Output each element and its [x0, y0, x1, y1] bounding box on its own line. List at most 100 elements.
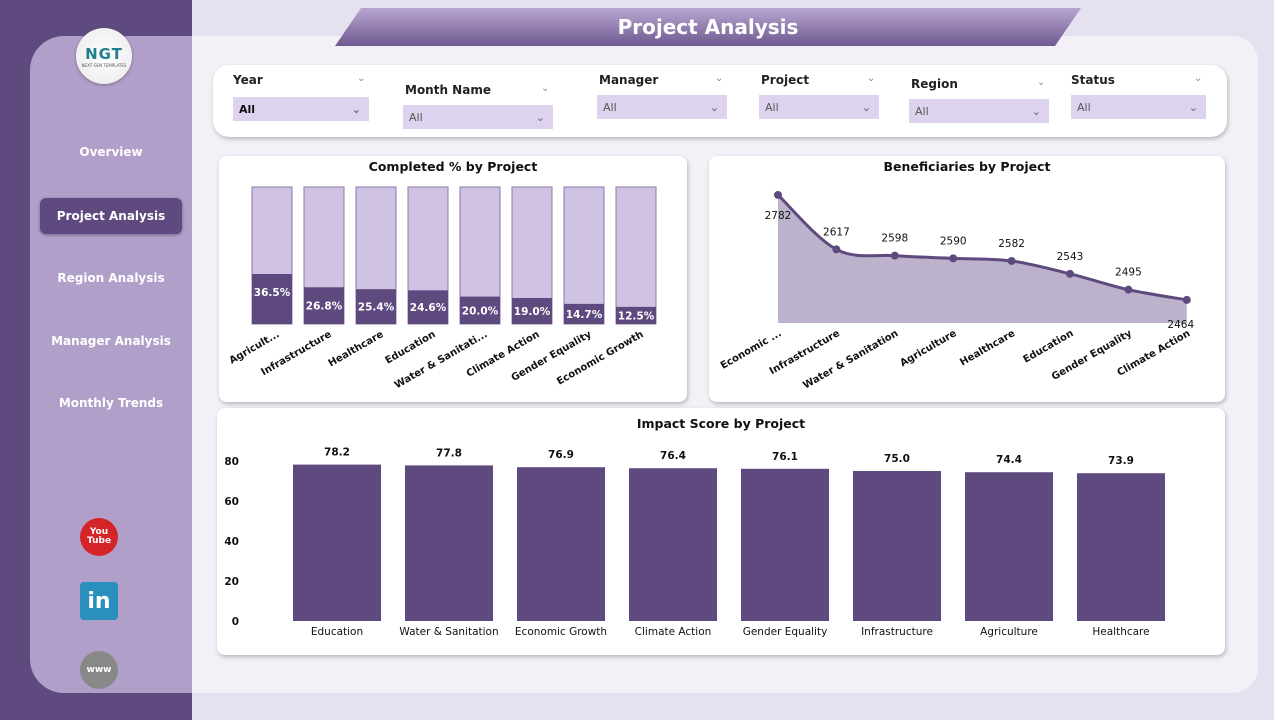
- x-tick-label: Infrastructure: [861, 626, 933, 638]
- x-tick-label: Economic Growth: [515, 626, 607, 638]
- bar[interactable]: [408, 290, 448, 324]
- data-label: 25.4%: [358, 302, 395, 314]
- logo-text: NGT: [85, 44, 123, 63]
- bar[interactable]: [460, 296, 500, 324]
- filter-dropdown-region[interactable]: All ⌄: [909, 99, 1049, 123]
- sidebar-item-manager-analysis[interactable]: Manager Analysis: [51, 334, 171, 348]
- filter-dropdown-status[interactable]: All ⌄: [1071, 95, 1206, 119]
- filter-value: All: [765, 100, 779, 114]
- bar-remainder[interactable]: [563, 186, 605, 325]
- filter-dropdown-month-name[interactable]: All ⌄: [403, 105, 553, 129]
- bar[interactable]: [293, 464, 381, 621]
- sidebar-item-project-analysis[interactable]: Project Analysis: [40, 198, 182, 234]
- bar[interactable]: [616, 306, 656, 324]
- sidebar-item-overview[interactable]: Overview: [79, 145, 143, 159]
- data-label: 2598: [881, 233, 908, 245]
- www-text: www: [86, 665, 112, 675]
- y-tick-label: 0: [232, 616, 239, 628]
- y-tick-label: 40: [224, 536, 239, 548]
- chevron-down-icon[interactable]: ⌄: [541, 83, 550, 94]
- data-label: 77.8: [436, 447, 462, 459]
- bar[interactable]: [517, 467, 605, 621]
- chevron-down-icon: ⌄: [861, 100, 871, 114]
- data-point[interactable]: [890, 251, 899, 260]
- x-tick-label: Education: [311, 626, 363, 638]
- chevron-down-icon[interactable]: ⌄: [1037, 77, 1046, 88]
- youtube-icon[interactable]: You Tube: [80, 518, 118, 556]
- data-label: 78.2: [324, 447, 350, 459]
- page-title-text: Project Analysis: [617, 15, 799, 39]
- x-tick-label: Education: [1022, 328, 1076, 366]
- y-tick-label: 80: [224, 456, 239, 468]
- data-label: 2495: [1115, 267, 1142, 279]
- filter-bar: Year ⌄ All ⌄ Month Name ⌄ All ⌄ Manager ⌄ Al…: [213, 65, 1227, 137]
- data-point[interactable]: [1066, 269, 1074, 278]
- chevron-down-icon[interactable]: ⌄: [357, 73, 366, 84]
- chevron-down-icon: ⌄: [535, 110, 545, 124]
- chart-title: Completed % by Project: [368, 159, 538, 174]
- filter-value: All: [915, 104, 929, 118]
- chevron-down-icon[interactable]: ⌄: [715, 73, 724, 84]
- x-tick-label: Economic Growth: [555, 329, 645, 388]
- filter-label-status: Status: [1071, 73, 1115, 87]
- data-point[interactable]: [1124, 285, 1133, 294]
- data-point[interactable]: [949, 254, 958, 263]
- bar[interactable]: [853, 471, 941, 621]
- impact-chart: 0 20 40 60 80 78.2 Education 77.8 Water & Sanita…: [224, 447, 1165, 638]
- x-tick-label: Gender Equality: [743, 626, 828, 638]
- filter-label-manager: Manager: [599, 73, 659, 87]
- filter-label-year: Year: [233, 73, 263, 87]
- data-label: 2582: [998, 238, 1025, 250]
- filter-dropdown-year[interactable]: All ⌄: [233, 97, 369, 121]
- chevron-down-icon[interactable]: ⌄: [1194, 73, 1203, 84]
- bar[interactable]: [741, 468, 829, 621]
- filter-value: All: [1077, 100, 1091, 114]
- x-tick-label: Water & Sanitation: [801, 328, 900, 391]
- x-tick-label: Healthcare: [327, 329, 386, 369]
- data-point[interactable]: [1182, 295, 1191, 304]
- data-label: 24.6%: [410, 302, 447, 314]
- globe-www-icon[interactable]: www: [80, 651, 118, 689]
- data-label: 2617: [823, 226, 850, 238]
- data-label: 19.0%: [514, 306, 551, 318]
- bar[interactable]: [1077, 473, 1165, 621]
- filter-value: All: [603, 100, 617, 114]
- youtube-text: You Tube: [86, 527, 112, 546]
- x-tick-label: Water & Sanitation: [399, 626, 498, 638]
- bar[interactable]: [304, 287, 344, 324]
- data-label: 12.5%: [618, 310, 655, 322]
- filter-label-project: Project: [761, 73, 810, 87]
- completed-chart-card: Completed % by Project 36.5% Agricult... 2…: [219, 156, 687, 402]
- data-point[interactable]: [832, 245, 841, 254]
- filter-dropdown-manager[interactable]: All ⌄: [597, 95, 727, 119]
- chevron-down-icon: ⌄: [709, 100, 719, 114]
- bar[interactable]: [512, 297, 552, 324]
- sidebar-item-region-analysis[interactable]: Region Analysis: [57, 271, 165, 285]
- x-tick-label: Healthcare: [958, 328, 1017, 368]
- bar[interactable]: [965, 472, 1053, 621]
- chevron-down-icon[interactable]: ⌄: [867, 73, 876, 84]
- linkedin-icon[interactable]: in: [80, 582, 118, 620]
- bar[interactable]: [629, 468, 717, 621]
- data-label: 76.4: [660, 450, 686, 462]
- page-title: Project Analysis: [335, 8, 1081, 46]
- sidebar-item-monthly-trends[interactable]: Monthly Trends: [58, 396, 164, 410]
- filter-label-region: Region: [911, 77, 958, 91]
- bar[interactable]: [564, 303, 604, 324]
- bar[interactable]: [356, 289, 396, 324]
- data-label: 75.0: [884, 453, 910, 465]
- data-point[interactable]: [1007, 256, 1016, 265]
- bar[interactable]: [405, 465, 493, 621]
- y-tick-label: 20: [224, 576, 239, 588]
- data-point[interactable]: [774, 190, 782, 199]
- logo-subtext: NEXT GEN TEMPLATES: [81, 62, 127, 68]
- filter-dropdown-project[interactable]: All ⌄: [759, 95, 879, 119]
- chevron-down-icon: ⌄: [351, 102, 361, 116]
- data-label: 20.0%: [462, 305, 499, 317]
- x-tick-label: Healthcare: [1092, 626, 1149, 638]
- data-label: 2464: [1167, 319, 1194, 331]
- data-label: 76.9: [548, 449, 574, 461]
- bar-remainder[interactable]: [615, 186, 657, 325]
- bar[interactable]: [252, 273, 292, 324]
